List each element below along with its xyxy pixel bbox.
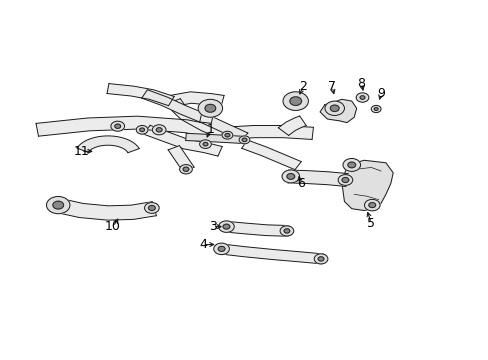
Circle shape xyxy=(204,104,215,112)
Text: 4: 4 xyxy=(199,238,206,251)
Polygon shape xyxy=(185,134,242,143)
Circle shape xyxy=(368,203,375,208)
Circle shape xyxy=(223,224,229,229)
Circle shape xyxy=(330,105,338,112)
Circle shape xyxy=(136,126,148,134)
Circle shape xyxy=(239,136,249,144)
Circle shape xyxy=(283,92,308,111)
Circle shape xyxy=(347,162,355,168)
Circle shape xyxy=(156,128,162,132)
Polygon shape xyxy=(241,140,301,170)
Circle shape xyxy=(222,131,232,139)
Circle shape xyxy=(359,96,364,99)
Circle shape xyxy=(183,167,188,171)
Polygon shape xyxy=(224,221,288,236)
Circle shape xyxy=(337,175,352,185)
Circle shape xyxy=(213,243,229,255)
Polygon shape xyxy=(320,99,356,123)
Text: 3: 3 xyxy=(208,220,216,233)
Polygon shape xyxy=(287,170,347,186)
Text: 7: 7 xyxy=(327,80,336,93)
Text: 9: 9 xyxy=(376,87,384,100)
Circle shape xyxy=(53,201,63,209)
Circle shape xyxy=(282,170,299,183)
Circle shape xyxy=(224,134,229,137)
Polygon shape xyxy=(199,102,216,123)
Circle shape xyxy=(218,246,224,251)
Polygon shape xyxy=(107,84,174,106)
Circle shape xyxy=(341,177,348,183)
Circle shape xyxy=(148,206,155,211)
Circle shape xyxy=(111,121,124,131)
Polygon shape xyxy=(143,125,222,156)
Polygon shape xyxy=(77,136,139,153)
Circle shape xyxy=(364,199,379,211)
Polygon shape xyxy=(222,126,313,139)
Circle shape xyxy=(325,101,344,116)
Text: 10: 10 xyxy=(105,220,121,233)
Circle shape xyxy=(289,97,301,105)
Circle shape xyxy=(152,125,165,135)
Polygon shape xyxy=(167,99,226,138)
Text: 5: 5 xyxy=(366,216,374,230)
Circle shape xyxy=(203,142,207,146)
Circle shape xyxy=(115,124,121,129)
Circle shape xyxy=(318,257,324,261)
Circle shape xyxy=(218,221,234,232)
Circle shape xyxy=(280,226,293,236)
Circle shape xyxy=(179,165,192,174)
Polygon shape xyxy=(142,90,247,141)
Text: 11: 11 xyxy=(73,145,89,158)
Polygon shape xyxy=(278,116,305,135)
Circle shape xyxy=(314,254,327,264)
Circle shape xyxy=(284,229,289,233)
Circle shape xyxy=(373,108,377,111)
Circle shape xyxy=(342,158,360,171)
Polygon shape xyxy=(54,198,156,220)
Circle shape xyxy=(370,105,380,113)
Text: 2: 2 xyxy=(299,80,306,93)
Polygon shape xyxy=(341,160,392,211)
Circle shape xyxy=(144,203,159,213)
Circle shape xyxy=(286,174,294,179)
Circle shape xyxy=(199,140,211,148)
Text: 6: 6 xyxy=(296,177,304,190)
Polygon shape xyxy=(219,244,323,264)
Polygon shape xyxy=(169,92,224,107)
Text: 1: 1 xyxy=(206,123,214,136)
Polygon shape xyxy=(168,146,194,171)
Polygon shape xyxy=(36,116,224,140)
Circle shape xyxy=(355,93,368,102)
Circle shape xyxy=(46,197,70,214)
Circle shape xyxy=(140,128,144,132)
Circle shape xyxy=(242,138,246,141)
Text: 8: 8 xyxy=(357,77,365,90)
Circle shape xyxy=(198,99,222,117)
